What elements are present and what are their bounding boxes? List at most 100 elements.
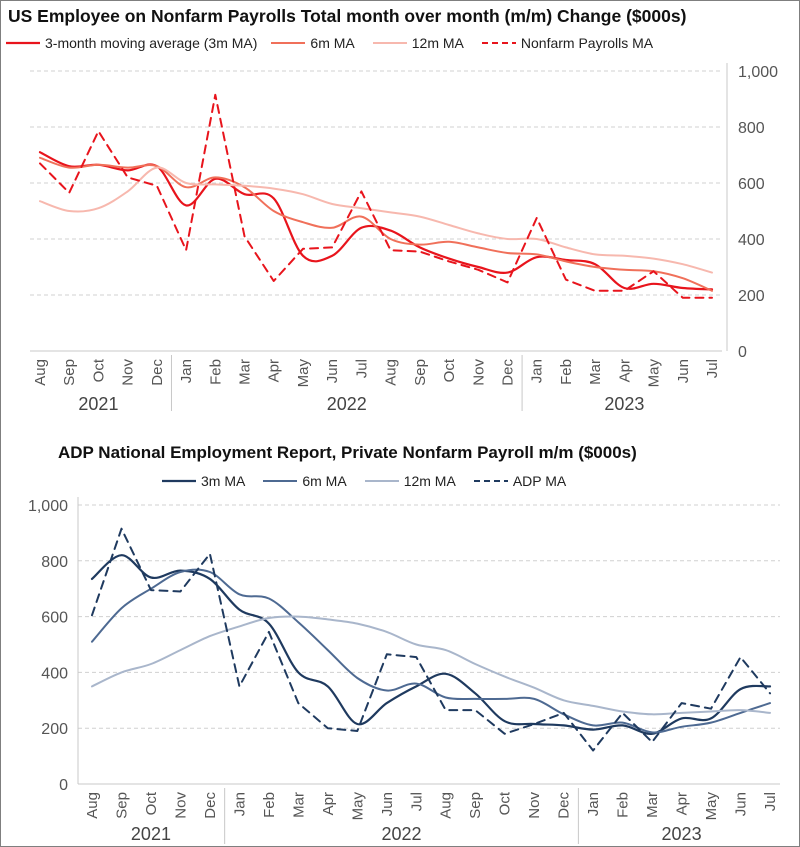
legend-label: 3m MA (201, 473, 246, 489)
chart2-legend: 3m MA 6m MA 12m MA ADP MA (162, 473, 578, 489)
x-tick-label: May (646, 359, 663, 388)
x-tick-label: Nov (470, 359, 487, 386)
x-tick-label: Jul (762, 792, 779, 811)
year-label: 2021 (131, 824, 171, 844)
legend-item-adp-ma: ADP MA (473, 473, 567, 489)
y-tick-label: 200 (738, 288, 765, 305)
x-tick-label: Mar (587, 359, 604, 385)
x-tick-label: Sep (61, 359, 78, 386)
chart2-title: ADP National Employment Report, Private … (58, 443, 637, 462)
legend-label: Nonfarm Payrolls MA (520, 35, 654, 51)
x-tick-label: Oct (497, 791, 514, 815)
legend-label: 6m MA (310, 35, 355, 51)
x-tick-label: May (349, 792, 366, 821)
legend-swatch (6, 41, 40, 45)
x-tick-label: Apr (674, 792, 691, 815)
legend-item-6m-ma: 6m MA (271, 35, 355, 51)
legend-item-adp-3m-ma: 3m MA (162, 473, 245, 489)
legend-swatch (162, 479, 196, 483)
x-tick-label: Apr (266, 359, 283, 382)
x-tick-label: Jun (733, 792, 750, 816)
legend-label: 12m MA (403, 473, 456, 489)
x-tick-label: May (703, 792, 720, 821)
series-line-2 (39, 166, 713, 274)
y-tick-label: 1,000 (738, 64, 778, 81)
legend-item-12m-ma: 12m MA (372, 35, 464, 51)
series-line-2 (91, 615, 771, 716)
x-tick-label: Jun (379, 792, 396, 816)
legend-item-3m-ma: 3-month moving average (3m MA) (6, 35, 257, 51)
x-tick-label: Nov (120, 359, 137, 386)
x-tick-label: Dec (556, 792, 573, 819)
x-tick-label: Dec (149, 359, 166, 386)
legend-swatch (372, 42, 407, 44)
year-label: 2023 (662, 824, 702, 844)
x-tick-label: Sep (114, 792, 131, 819)
x-tick-label: Feb (615, 792, 632, 818)
x-tick-label: Jun (675, 359, 692, 383)
x-tick-label: Jan (231, 792, 248, 816)
y-tick-label: 400 (738, 232, 765, 249)
x-tick-label: Oct (90, 358, 107, 382)
legend-item-adp-12m-ma: 12m MA (364, 473, 456, 489)
year-label: 2023 (604, 394, 644, 414)
y-tick-label: 0 (738, 344, 747, 361)
x-tick-label: Mar (237, 359, 254, 385)
x-tick-label: Jul (408, 792, 425, 811)
x-tick-label: Sep (467, 792, 484, 819)
y-tick-label: 200 (41, 721, 68, 738)
x-tick-label: Mar (290, 792, 307, 818)
x-tick-label: Oct (441, 358, 458, 382)
chart1-plot: 0 200 400 600 800 1,000 Aug Sep Oct Nov Dec Jan Feb M… (30, 63, 778, 414)
x-tick-label: Aug (32, 359, 49, 386)
y-tick-label: 600 (41, 610, 68, 627)
legend-swatch (263, 480, 298, 482)
y-tick-label: 1,000 (28, 498, 68, 515)
x-tick-label: Jan (178, 359, 195, 383)
x-tick-label: Sep (412, 359, 429, 386)
x-tick-label: Apr (320, 792, 337, 815)
x-tick-label: Mar (644, 792, 661, 818)
y-tick-label: 800 (41, 554, 68, 571)
legend-label: 3-month moving average (3m MA) (45, 35, 258, 51)
x-tick-label: Feb (261, 792, 278, 818)
legend-label: 6m MA (302, 473, 347, 489)
x-tick-label: Jan (585, 792, 602, 816)
x-tick-label: Dec (500, 359, 517, 386)
legend-label: 12m MA (411, 35, 464, 51)
series-line-1 (39, 156, 713, 292)
x-tick-label: Jul (704, 359, 721, 378)
legend-swatch (473, 480, 508, 482)
legend-swatch (271, 42, 306, 44)
x-tick-label: Dec (202, 792, 219, 819)
x-tick-label: Nov (526, 792, 543, 819)
legend-item-adp-6m-ma: 6m MA (263, 473, 347, 489)
year-label: 2022 (327, 394, 367, 414)
y-tick-label: 800 (738, 120, 765, 137)
legend-swatch (481, 42, 516, 44)
x-tick-label: Oct (143, 791, 160, 815)
chart1-legend: 3-month moving average (3m MA) 6m MA 12m… (6, 35, 665, 51)
year-label: 2022 (381, 824, 421, 844)
legend-label: ADP MA (512, 473, 567, 489)
x-tick-label: May (295, 359, 312, 388)
x-tick-label: Apr (616, 359, 633, 382)
x-tick-label: Aug (383, 359, 400, 386)
x-tick-label: Feb (558, 359, 575, 385)
x-tick-label: Aug (438, 792, 455, 819)
x-tick-label: Jan (529, 359, 546, 383)
legend-item-nonfarm-ma: Nonfarm Payrolls MA (481, 35, 654, 51)
series-line-1 (91, 568, 771, 734)
year-label: 2021 (78, 394, 118, 414)
series-line-3 (91, 527, 771, 752)
x-tick-label: Feb (207, 359, 224, 385)
y-tick-label: 400 (41, 665, 68, 682)
y-tick-label: 600 (738, 176, 765, 193)
x-tick-label: Nov (172, 792, 189, 819)
series-line-3 (39, 93, 713, 299)
x-tick-label: Jul (353, 359, 370, 378)
legend-swatch (364, 480, 399, 482)
x-tick-label: Aug (84, 792, 101, 819)
y-tick-label: 0 (59, 777, 68, 794)
